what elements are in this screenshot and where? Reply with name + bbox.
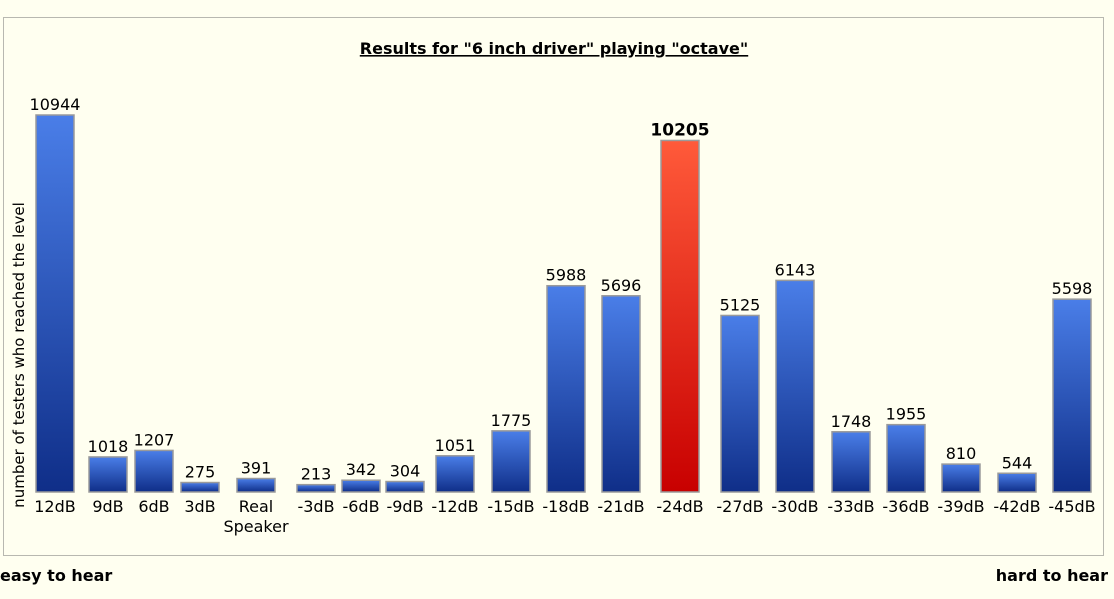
value-label: 1018 [88,437,129,456]
category-label: -36dB [882,497,929,516]
category-label: -27dB [716,497,763,516]
value-label: 5125 [720,295,761,314]
value-label: 6143 [775,260,816,279]
category-label: -39dB [937,497,984,516]
category-label: -9dB [386,497,423,516]
category-label: -15dB [487,497,534,516]
bar--42db [997,472,1037,493]
value-label: 213 [301,465,332,484]
bar-9db [88,456,128,493]
category-label: Speaker [223,517,289,536]
category-label: -45dB [1048,497,1095,516]
bar-3db [180,481,220,493]
value-label: 1775 [491,411,532,430]
chart-frame: Results for "6 inch driver" playing "oct… [3,17,1104,556]
category-label: 6dB [138,497,169,516]
value-label: 10944 [30,95,81,114]
bar--6db [341,479,381,493]
bar-chart: Results for "6 inch driver" playing "oct… [10,39,1096,536]
bars-layer: 10944 12dB 1018 9dB 1207 6dB 275 3dB 391 RealSpea… [30,95,1096,536]
bar--18db [546,284,586,493]
value-label: 810 [946,444,977,463]
category-label: -21dB [597,497,644,516]
category-label: -24dB [656,497,703,516]
value-label: 5598 [1052,279,1093,298]
bar-real-speaker [236,477,276,493]
category-label: -3dB [297,497,334,516]
bar--30db [775,279,815,493]
value-label: 1207 [134,430,175,449]
category-label: -30dB [771,497,818,516]
value-label: 544 [1002,453,1033,472]
bar--36db [886,423,926,493]
value-label: 275 [185,463,216,482]
value-label: 5696 [601,276,642,295]
hard-to-hear-label: hard to hear [995,566,1108,585]
value-label: 1051 [435,436,476,455]
value-label: 1748 [831,412,872,431]
category-label: -18dB [542,497,589,516]
value-label: 1955 [886,405,927,424]
bar-12db [35,114,75,493]
bar--45db [1052,298,1092,493]
bar--3db [296,483,336,493]
category-label: -42dB [993,497,1040,516]
bar--39db [941,463,981,493]
category-label: -6dB [342,497,379,516]
bar--12db [435,455,475,493]
category-label: 9dB [92,497,123,516]
bar-6db [134,449,174,493]
bar--33db [831,431,871,493]
category-label: Real [239,497,274,516]
category-label: 3dB [184,497,215,516]
value-label: 342 [346,460,377,479]
value-label: 304 [390,462,421,481]
category-label: -12dB [431,497,478,516]
category-label: 12dB [34,497,76,516]
bar--15db [491,430,531,493]
easy-to-hear-label: easy to hear [0,566,113,585]
bar--27db [720,314,760,493]
value-label: 5988 [546,266,587,285]
chart-title: Results for "6 inch driver" playing "oct… [360,39,748,58]
value-label: 10205 [650,120,709,140]
value-label: 391 [241,459,272,478]
bar--24db [660,139,700,493]
category-label: -33dB [827,497,874,516]
bar--9db [385,480,425,493]
y-axis-label: number of testers who reached the level [10,202,28,508]
bar--21db [601,295,641,493]
